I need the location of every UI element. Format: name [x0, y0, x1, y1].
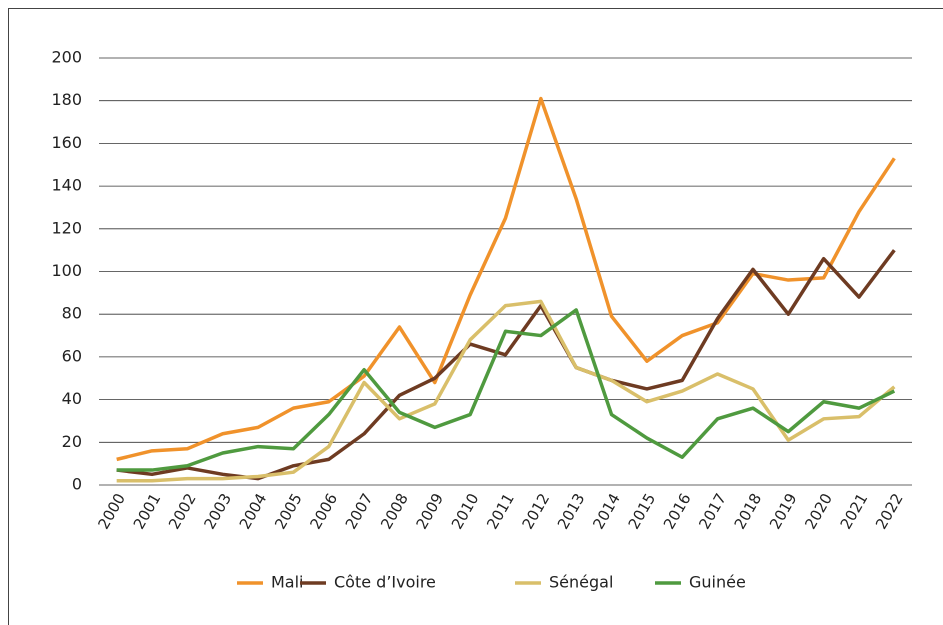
y-tick-label: 120 [51, 218, 82, 237]
x-tick-label: 2022 [872, 490, 907, 532]
y-tick-label: 20 [62, 432, 82, 451]
legend-label: Côte d’Ivoire [334, 573, 436, 592]
x-tick-label: 2021 [837, 490, 872, 532]
x-tick-label: 2016 [660, 490, 695, 532]
y-tick-label: 180 [51, 90, 82, 109]
series-line [116, 249, 896, 481]
x-tick-label: 2005 [271, 490, 306, 532]
y-tick-label: 80 [62, 304, 82, 323]
x-tick-label: 2000 [94, 490, 129, 532]
x-tick-label: 2020 [801, 490, 836, 532]
x-tick-label: 2004 [236, 490, 271, 532]
legend-label: Sénégal [549, 573, 613, 592]
y-tick-label: 200 [51, 48, 82, 67]
x-tick-label: 2003 [200, 490, 235, 532]
legend-label: Guinée [689, 573, 746, 592]
series-line [116, 308, 896, 472]
x-tick-label: 2013 [554, 490, 589, 532]
x-tick-label: 2006 [306, 490, 341, 532]
y-tick-label: 0 [72, 475, 82, 494]
x-tick-label: 2009 [412, 490, 447, 532]
x-tick-label: 2010 [448, 490, 483, 532]
y-tick-label: 60 [62, 346, 82, 365]
y-tick-label: 160 [51, 133, 82, 152]
x-tick-label: 2007 [342, 490, 377, 532]
y-tick-label: 100 [51, 261, 82, 280]
x-tick-label: 2012 [519, 490, 554, 532]
x-tick-label: 2019 [766, 490, 801, 532]
x-tick-label: 2014 [589, 490, 624, 532]
legend-label: Mali [271, 573, 304, 592]
x-tick-label: 2017 [695, 490, 730, 532]
x-tick-label: 2002 [165, 490, 200, 532]
series-line [116, 299, 896, 483]
x-tick-label: 2015 [625, 490, 660, 532]
x-tick-label: 2008 [377, 490, 412, 532]
y-tick-label: 40 [62, 389, 82, 408]
series-line [116, 96, 896, 462]
x-tick-label: 2011 [483, 490, 518, 532]
chart-frame [8, 8, 943, 625]
x-tick-label: 2018 [731, 490, 766, 532]
y-tick-label: 140 [51, 176, 82, 195]
x-tick-label: 2001 [130, 490, 165, 532]
